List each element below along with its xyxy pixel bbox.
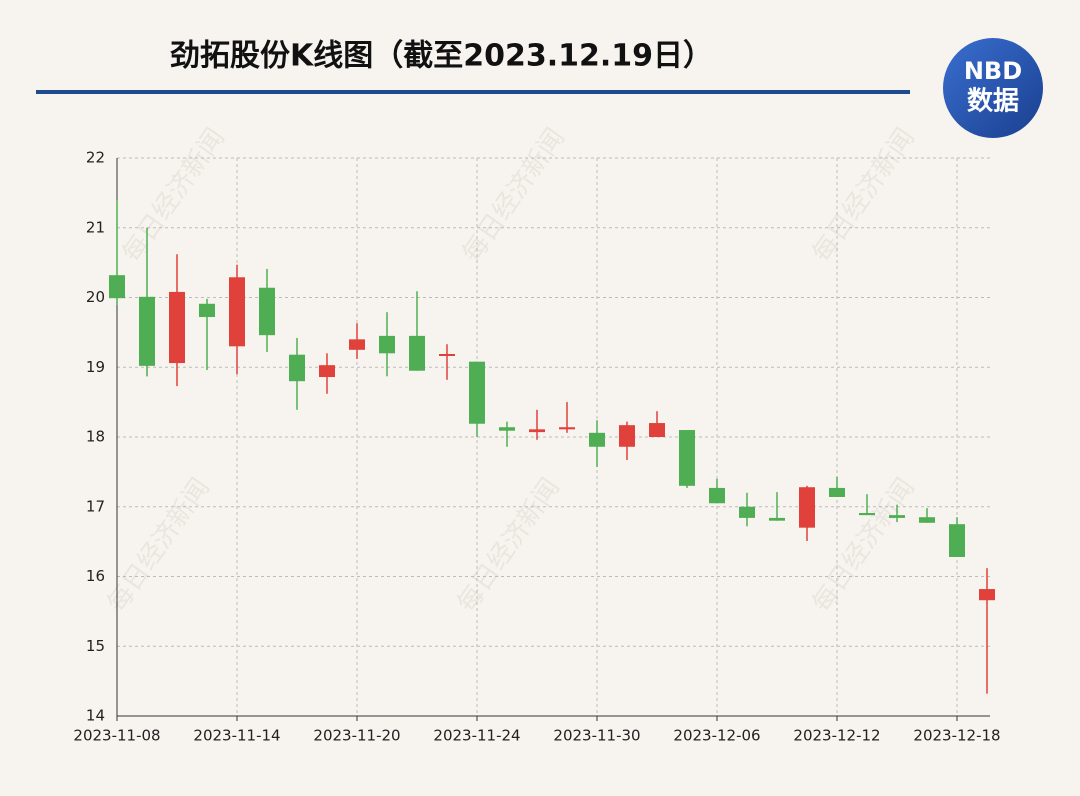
y-tick-label: 21 (86, 218, 105, 236)
candle-body (739, 506, 755, 518)
watermark: 每日经济新闻 (457, 123, 571, 268)
x-tick-label: 2023-12-12 (793, 727, 880, 745)
y-tick-label: 14 (86, 707, 105, 725)
candle-body (169, 291, 185, 364)
watermark: 每日经济新闻 (117, 123, 231, 268)
x-tick-label: 2023-12-06 (673, 727, 760, 745)
y-tick-label: 19 (86, 358, 105, 376)
y-tick-label: 15 (86, 637, 105, 655)
y-tick-label: 20 (86, 288, 105, 306)
x-tick-label: 2023-12-18 (913, 727, 1000, 745)
candle-body (499, 427, 515, 431)
candle-body (439, 353, 455, 356)
candle-body (949, 524, 965, 557)
x-tick-label: 2023-11-20 (313, 727, 400, 745)
candle-body (469, 361, 485, 424)
candle-body (829, 487, 845, 497)
candle-body (679, 430, 695, 486)
logo (943, 38, 1043, 138)
candle-body (649, 423, 665, 437)
logo-top: NBD (964, 57, 1022, 85)
watermark: 每日经济新闻 (102, 473, 216, 618)
candle-body (859, 513, 875, 516)
watermark: 每日经济新闻 (807, 123, 921, 268)
x-tick-label: 2023-11-30 (553, 727, 640, 745)
candle-body (289, 354, 305, 382)
y-tick-label: 17 (86, 497, 105, 515)
y-tick-label: 22 (86, 149, 105, 167)
candle-body (619, 425, 635, 447)
candle-body (709, 487, 725, 504)
candle-body (319, 365, 335, 378)
candle-body (349, 339, 365, 350)
candle-body (529, 429, 545, 433)
chart-title: 劲拓股份K线图（截至2023.12.19日） (170, 39, 713, 74)
candle-body (409, 335, 425, 371)
candle-body (259, 287, 275, 336)
candle-body (589, 432, 605, 447)
watermark: 每日经济新闻 (452, 473, 566, 618)
candle-body (109, 275, 125, 299)
candle-body (139, 296, 155, 366)
x-tick-label: 2023-11-08 (73, 727, 160, 745)
logo-bottom: 数据 (967, 87, 1019, 117)
x-tick-label: 2023-11-14 (193, 727, 280, 745)
title-rule (36, 90, 910, 94)
candle-body (199, 303, 215, 318)
candle-body (559, 427, 575, 430)
candle-body (889, 515, 905, 518)
y-tick-label: 16 (86, 567, 105, 585)
candle-body (379, 335, 395, 354)
candle-body (799, 487, 815, 528)
candle-body (979, 589, 995, 601)
x-tick-label: 2023-11-24 (433, 727, 520, 745)
candle-body (229, 277, 245, 347)
y-tick-label: 18 (86, 428, 105, 446)
candle-body (769, 517, 785, 521)
watermark: 每日经济新闻 (807, 473, 921, 618)
candle-body (919, 517, 935, 523)
